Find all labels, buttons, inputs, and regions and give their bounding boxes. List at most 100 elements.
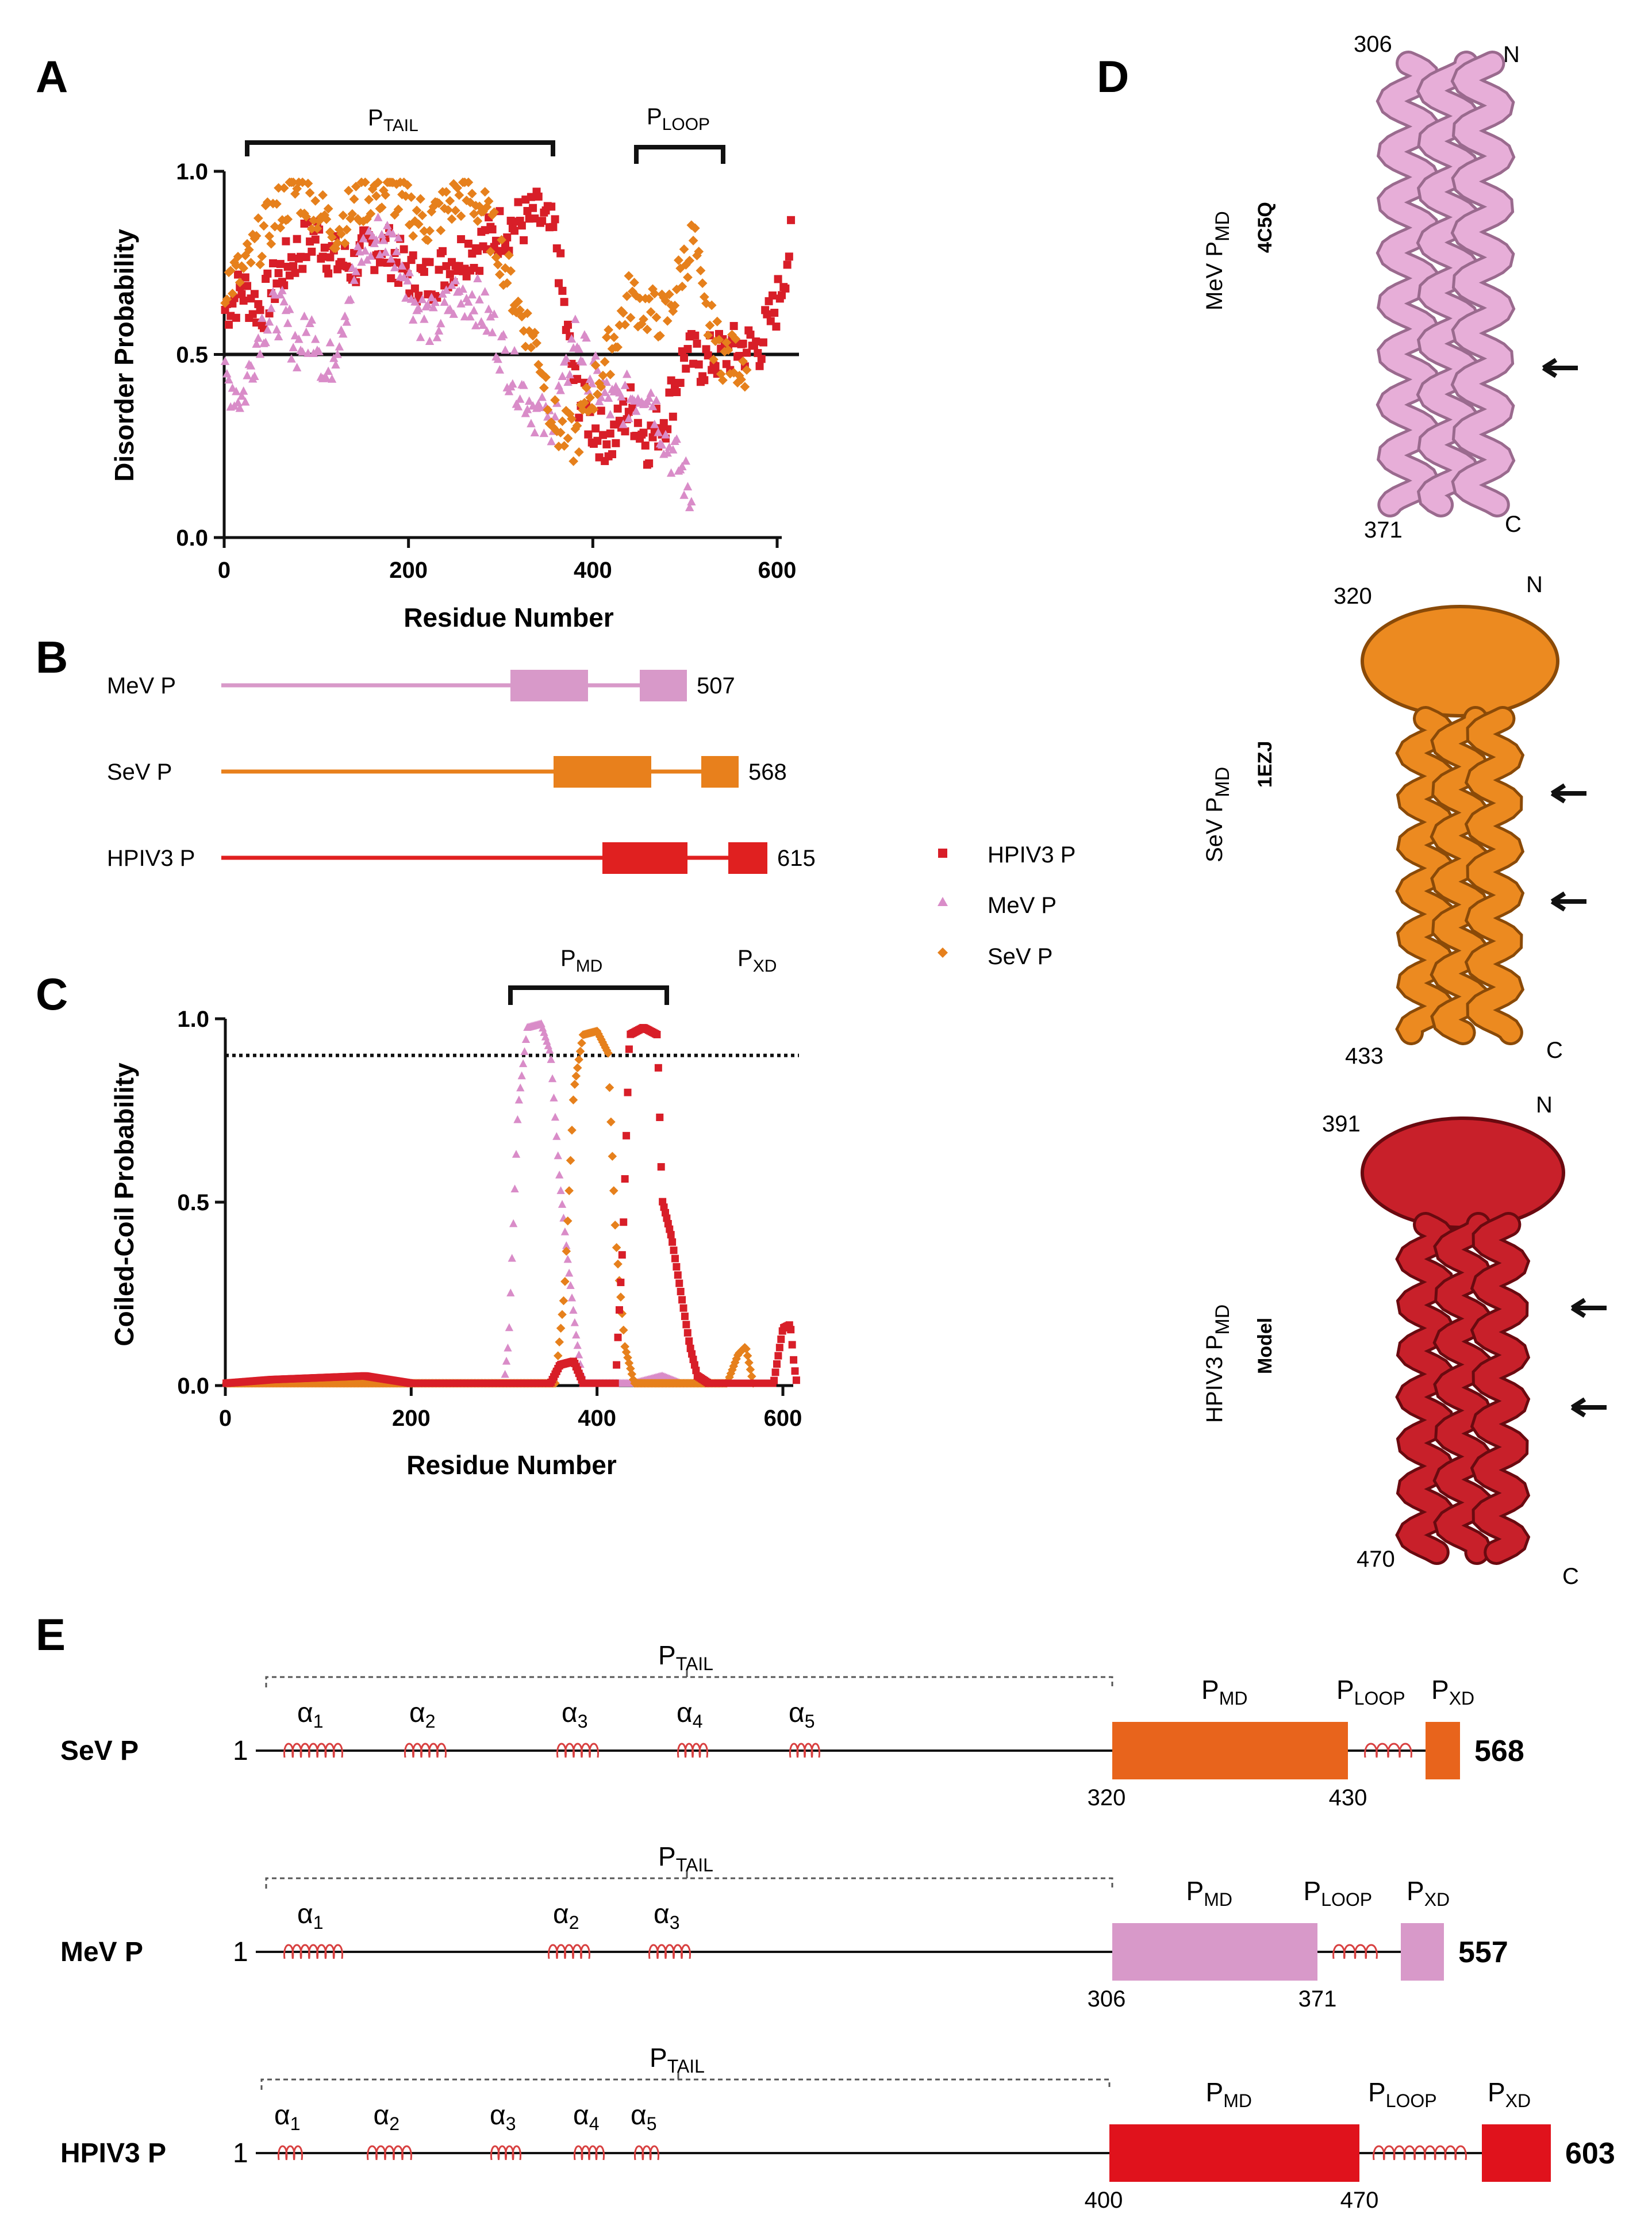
data-point [650, 289, 660, 299]
tail-label-p: P [650, 2043, 667, 2073]
data-point [559, 1296, 568, 1306]
data-point [772, 323, 781, 331]
data-point [515, 394, 525, 403]
data-point [349, 275, 359, 284]
data-point [555, 1171, 564, 1179]
data-point [672, 434, 681, 443]
data-point [573, 1063, 582, 1073]
data-point [235, 403, 244, 412]
x-tick-label: 0 [218, 558, 230, 583]
data-point [502, 1356, 511, 1365]
data-point [587, 379, 597, 387]
data-point [607, 344, 617, 354]
xd-box [1482, 2124, 1551, 2182]
data-point [680, 354, 689, 362]
data-point [685, 1337, 693, 1345]
xd-label-p: P [1488, 2077, 1505, 2107]
md-bracket [508, 985, 669, 1005]
data-point [485, 247, 495, 257]
data-point [519, 380, 528, 389]
data-point [589, 404, 599, 415]
arrow-icon [1550, 783, 1586, 804]
tail-bracket [245, 140, 555, 156]
data-point [514, 1095, 524, 1104]
data-point [483, 196, 494, 206]
helix-strand [1467, 709, 1522, 1042]
data-point [347, 209, 358, 219]
data-point [513, 402, 523, 410]
y-tick-label: 0.5 [177, 1190, 209, 1215]
data-point [532, 338, 541, 348]
loop-label: PLOOP [1304, 1876, 1373, 1910]
legend-label-sev: SeV P [988, 944, 1052, 969]
data-point [644, 294, 654, 304]
data-point [673, 388, 681, 397]
data-point [327, 232, 337, 243]
panel-b-label: B [36, 632, 68, 682]
data-point [558, 286, 567, 295]
data-point [683, 1329, 691, 1337]
data-point [467, 189, 477, 199]
structure-n-sev: N [1526, 572, 1543, 597]
data-point [418, 294, 427, 304]
data-point [768, 291, 777, 300]
data-point [362, 214, 372, 224]
data-point [675, 1279, 683, 1287]
data-point [694, 360, 703, 369]
helix-strand [1419, 53, 1478, 515]
data-point [568, 1095, 578, 1104]
structure-start-sev: 320 [1334, 584, 1372, 609]
loop-coil [1364, 1743, 1412, 1758]
data-point [609, 332, 619, 343]
data-point [560, 1277, 570, 1286]
helix-coil [573, 2145, 605, 2161]
data-point [425, 226, 435, 236]
domain-map-length-sev: 568 [748, 759, 787, 785]
data-point [600, 387, 609, 396]
data-point [591, 351, 600, 360]
data-point [336, 229, 347, 239]
data-point [439, 204, 450, 213]
helix-strand [1436, 1215, 1490, 1562]
data-point [554, 442, 564, 451]
data-point [409, 251, 417, 260]
data-point [488, 225, 497, 233]
structure-c-mev: C [1505, 512, 1522, 537]
data-point [683, 482, 693, 490]
domain-map-xd-hpiv3 [728, 842, 767, 874]
data-point [755, 362, 764, 370]
data-point [559, 441, 570, 451]
data-point [783, 260, 792, 269]
data-point [504, 250, 514, 260]
data-point [663, 448, 672, 457]
data-point [264, 317, 274, 326]
data-point [241, 273, 249, 282]
data-point [646, 388, 656, 397]
legend: HPIV3 P MeV P SeV P [938, 842, 1075, 969]
data-point [312, 224, 322, 233]
row-start: 1 [233, 2138, 248, 2169]
data-point [504, 386, 514, 396]
data-point [624, 413, 633, 423]
md-box [1112, 1722, 1348, 1779]
md-box [1112, 1923, 1317, 1981]
panel-c-label: C [36, 969, 68, 1019]
data-point [631, 406, 641, 415]
domain-map-md-sev [554, 756, 651, 788]
data-point [560, 1227, 570, 1236]
data-point [583, 406, 593, 417]
data-point [539, 428, 549, 438]
data-point [654, 427, 663, 436]
data-point [614, 1333, 622, 1341]
data-point [716, 369, 726, 379]
data-point [237, 290, 246, 298]
data-point [303, 178, 313, 189]
data-point [253, 333, 263, 342]
data-point [657, 440, 667, 449]
data-point [675, 263, 686, 274]
xd-label: PXD [1407, 1876, 1450, 1910]
data-point [432, 332, 442, 342]
data-point [537, 392, 547, 401]
data-point [574, 1055, 583, 1064]
md-label: PMD [1186, 1876, 1232, 1910]
